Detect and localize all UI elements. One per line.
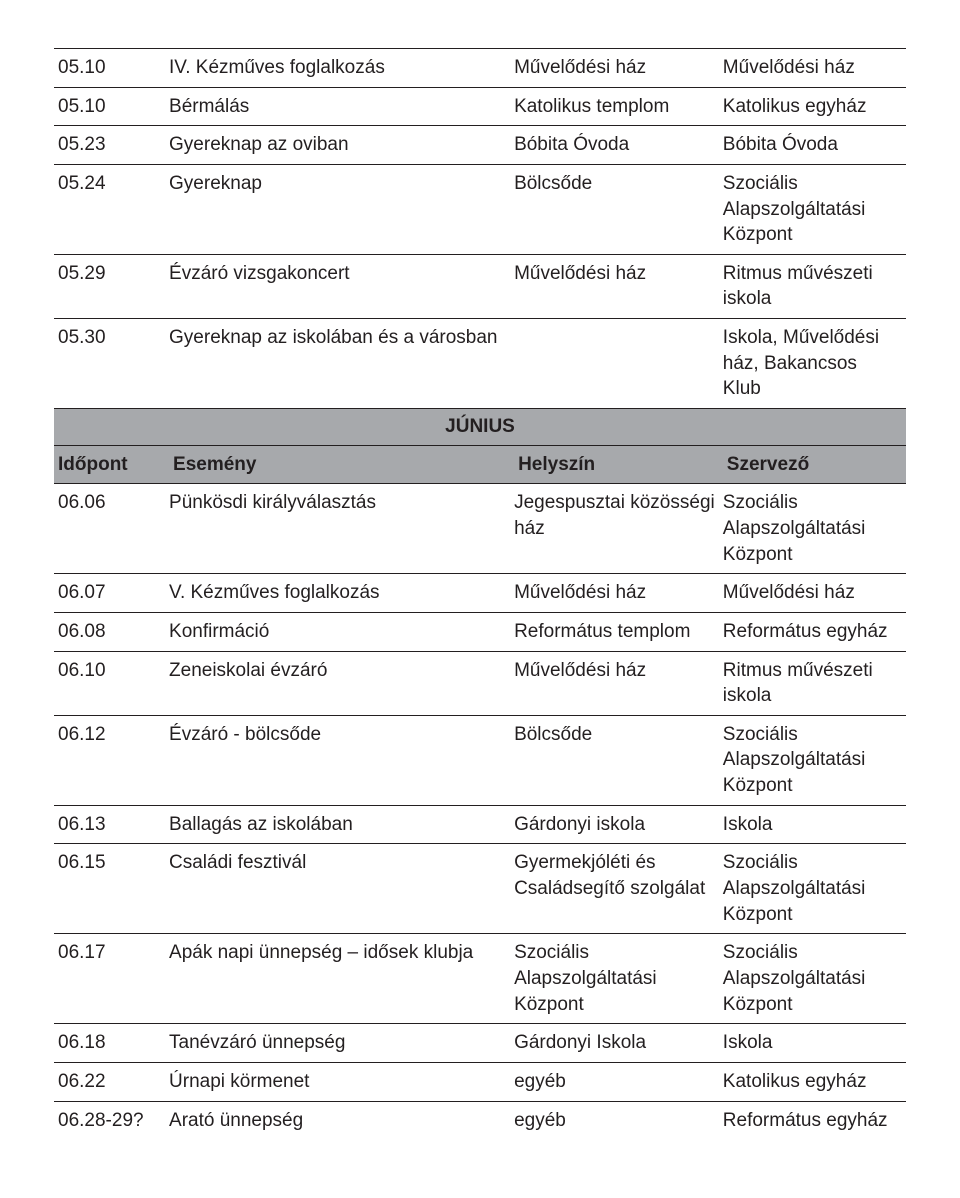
cell-location: Művelődési ház: [514, 574, 723, 613]
cell-event: Tanévzáró ünnepség: [169, 1024, 514, 1063]
cell-event: Családi fesztivál: [169, 844, 514, 934]
cell-organizer: Katolikus egyház: [723, 87, 906, 126]
cell-organizer: Katolikus egyház: [723, 1062, 906, 1101]
table-row: 05.29Évzáró vizsgakoncertMűvelődési házR…: [54, 254, 906, 318]
cell-location: Művelődési ház: [514, 49, 723, 88]
cell-time: 06.22: [54, 1062, 169, 1101]
cell-location: Szociális Alapszolgáltatási Központ: [514, 934, 723, 1024]
cell-location: Gárdonyi iskola: [514, 805, 723, 844]
month-label: JÚNIUS: [54, 409, 906, 446]
cell-event: Konfirmáció: [169, 612, 514, 651]
table-row: 05.30Gyereknap az iskolában és a városba…: [54, 319, 906, 409]
cell-organizer: Művelődési ház: [723, 574, 906, 613]
cell-time: 05.10: [54, 87, 169, 126]
cell-event: Arató ünnepség: [169, 1101, 514, 1139]
cell-time: 06.28-29?: [54, 1101, 169, 1139]
cell-organizer: Szociális Alapszolgáltatási Központ: [723, 844, 906, 934]
cell-event: Pünkösdi királyválasztás: [169, 484, 514, 574]
cell-event: Évzáró vizsgakoncert: [169, 254, 514, 318]
june-rows: 06.06Pünkösdi királyválasztásJegespuszta…: [54, 484, 906, 1139]
cell-organizer: Szociális Alapszolgáltatási Központ: [723, 484, 906, 574]
table-row: 05.10BérmálásKatolikus templomKatolikus …: [54, 87, 906, 126]
table-row: 06.28-29?Arató ünnepségegyébReformátus e…: [54, 1101, 906, 1139]
cell-event: Gyereknap az iskolában és a városban: [169, 319, 514, 409]
cell-time: 06.17: [54, 934, 169, 1024]
table-row: 06.07V. Kézműves foglalkozásMűvelődési h…: [54, 574, 906, 613]
cell-organizer: Iskola: [723, 1024, 906, 1063]
cell-organizer: Ritmus művészeti iskola: [723, 254, 906, 318]
table-row: 06.18Tanévzáró ünnepségGárdonyi IskolaIs…: [54, 1024, 906, 1063]
cell-time: 06.10: [54, 651, 169, 715]
cell-time: 06.15: [54, 844, 169, 934]
cell-location: Jegespusztai közösségi ház: [514, 484, 723, 574]
cell-location: Katolikus templom: [514, 87, 723, 126]
cell-time: 05.10: [54, 49, 169, 88]
cell-event: Bérmálás: [169, 87, 514, 126]
cell-time: 06.13: [54, 805, 169, 844]
table-row: 05.10IV. Kézműves foglalkozásMűvelődési …: [54, 49, 906, 88]
cell-time: 05.29: [54, 254, 169, 318]
cell-time: 05.24: [54, 164, 169, 254]
cell-organizer: Szociális Alapszolgáltatási Központ: [723, 164, 906, 254]
cell-organizer: Művelődési ház: [723, 49, 906, 88]
cell-event: V. Kézműves foglalkozás: [169, 574, 514, 613]
month-header-row: JÚNIUS: [54, 409, 906, 446]
cell-event: Ballagás az iskolában: [169, 805, 514, 844]
cell-organizer: Ritmus művészeti iskola: [723, 651, 906, 715]
table-row: 06.22Úrnapi körmenetegyébKatolikus egyhá…: [54, 1062, 906, 1101]
table-row: 05.24GyereknapBölcsődeSzociális Alapszol…: [54, 164, 906, 254]
header-time: Időpont: [54, 445, 169, 484]
cell-event: Évzáró - bölcsőde: [169, 715, 514, 805]
table-row: 05.23Gyereknap az ovibanBóbita ÓvodaBóbi…: [54, 126, 906, 165]
cell-time: 06.06: [54, 484, 169, 574]
header-location: Helyszín: [514, 445, 723, 484]
cell-time: 06.07: [54, 574, 169, 613]
cell-location: Református templom: [514, 612, 723, 651]
month-header-body: JÚNIUS Időpont Esemény Helyszín Szervező: [54, 409, 906, 484]
cell-organizer: Szociális Alapszolgáltatási Központ: [723, 934, 906, 1024]
cell-organizer: Református egyház: [723, 612, 906, 651]
cell-organizer: Bóbita Óvoda: [723, 126, 906, 165]
cell-time: 06.18: [54, 1024, 169, 1063]
header-event: Esemény: [169, 445, 514, 484]
cell-location: Művelődési ház: [514, 254, 723, 318]
cell-event: Zeneiskolai évzáró: [169, 651, 514, 715]
cell-event: Apák napi ünnepség – idősek klubja: [169, 934, 514, 1024]
cell-event: Gyereknap: [169, 164, 514, 254]
cell-organizer: Református egyház: [723, 1101, 906, 1139]
cell-location: egyéb: [514, 1062, 723, 1101]
cell-location: Művelődési ház: [514, 651, 723, 715]
cell-time: 05.23: [54, 126, 169, 165]
cell-location: Bölcsőde: [514, 715, 723, 805]
table-row: 06.08KonfirmációReformátus templomReform…: [54, 612, 906, 651]
may-rows: 05.10IV. Kézműves foglalkozásMűvelődési …: [54, 49, 906, 409]
cell-location: Bóbita Óvoda: [514, 126, 723, 165]
cell-time: 06.08: [54, 612, 169, 651]
cell-location: [514, 319, 723, 409]
table-row: 06.15Családi fesztiválGyermekjóléti és C…: [54, 844, 906, 934]
cell-location: Bölcsőde: [514, 164, 723, 254]
table-row: 06.12Évzáró - bölcsődeBölcsődeSzociális …: [54, 715, 906, 805]
cell-organizer: Iskola, Művelődési ház, Bakancsos Klub: [723, 319, 906, 409]
table-row: 06.06Pünkösdi királyválasztásJegespuszta…: [54, 484, 906, 574]
cell-location: egyéb: [514, 1101, 723, 1139]
cell-event: IV. Kézműves foglalkozás: [169, 49, 514, 88]
table-row: 06.10Zeneiskolai évzáróMűvelődési házRit…: [54, 651, 906, 715]
cell-location: Gyermekjóléti és Családsegítő szolgálat: [514, 844, 723, 934]
cell-time: 05.30: [54, 319, 169, 409]
header-organizer: Szervező: [723, 445, 906, 484]
cell-event: Úrnapi körmenet: [169, 1062, 514, 1101]
table-row: 06.17Apák napi ünnepség – idősek klubjaS…: [54, 934, 906, 1024]
events-table: 05.10IV. Kézműves foglalkozásMűvelődési …: [54, 48, 906, 1139]
cell-organizer: Szociális Alapszolgáltatási Központ: [723, 715, 906, 805]
cell-time: 06.12: [54, 715, 169, 805]
column-header-row: Időpont Esemény Helyszín Szervező: [54, 445, 906, 484]
cell-event: Gyereknap az oviban: [169, 126, 514, 165]
table-row: 06.13Ballagás az iskolábanGárdonyi iskol…: [54, 805, 906, 844]
cell-location: Gárdonyi Iskola: [514, 1024, 723, 1063]
cell-organizer: Iskola: [723, 805, 906, 844]
